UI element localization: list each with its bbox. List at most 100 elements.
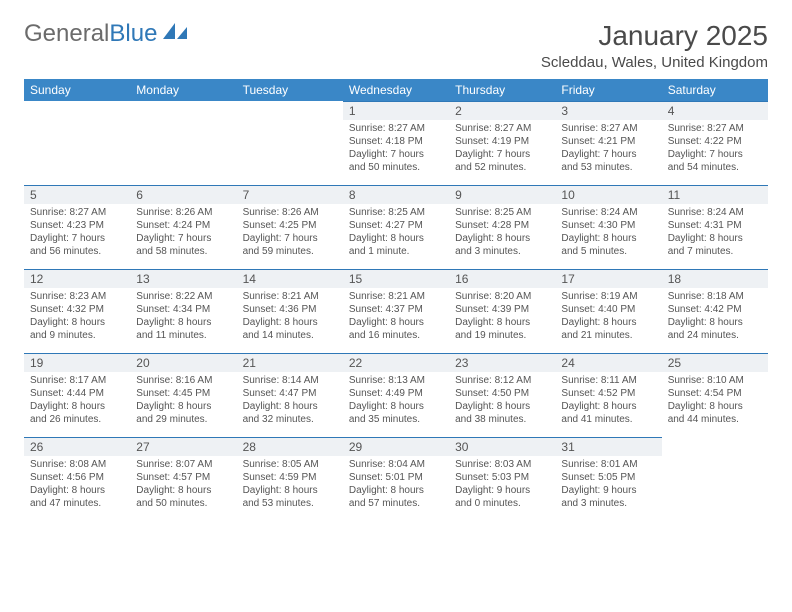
day-cell xyxy=(130,101,236,185)
day-header: Tuesday xyxy=(237,79,343,101)
day-details: Sunrise: 8:04 AMSunset: 5:01 PMDaylight:… xyxy=(343,456,449,512)
day-number: 30 xyxy=(449,437,555,456)
day-details: Sunrise: 8:27 AMSunset: 4:18 PMDaylight:… xyxy=(343,120,449,176)
day-cell: 8Sunrise: 8:25 AMSunset: 4:27 PMDaylight… xyxy=(343,185,449,269)
day-details: Sunrise: 8:21 AMSunset: 4:36 PMDaylight:… xyxy=(237,288,343,344)
day-header: Sunday xyxy=(24,79,130,101)
week-row: 5Sunrise: 8:27 AMSunset: 4:23 PMDaylight… xyxy=(24,185,768,269)
day-header: Wednesday xyxy=(343,79,449,101)
day-cell: 20Sunrise: 8:16 AMSunset: 4:45 PMDayligh… xyxy=(130,353,236,437)
day-number: 19 xyxy=(24,353,130,372)
day-number: 2 xyxy=(449,101,555,120)
day-number: 7 xyxy=(237,185,343,204)
day-number: 12 xyxy=(24,269,130,288)
day-number: 15 xyxy=(343,269,449,288)
day-details: Sunrise: 8:17 AMSunset: 4:44 PMDaylight:… xyxy=(24,372,130,428)
day-cell: 29Sunrise: 8:04 AMSunset: 5:01 PMDayligh… xyxy=(343,437,449,521)
day-cell: 28Sunrise: 8:05 AMSunset: 4:59 PMDayligh… xyxy=(237,437,343,521)
day-cell: 15Sunrise: 8:21 AMSunset: 4:37 PMDayligh… xyxy=(343,269,449,353)
day-number: 10 xyxy=(555,185,661,204)
day-cell: 1Sunrise: 8:27 AMSunset: 4:18 PMDaylight… xyxy=(343,101,449,185)
day-number: 22 xyxy=(343,353,449,372)
day-details: Sunrise: 8:21 AMSunset: 4:37 PMDaylight:… xyxy=(343,288,449,344)
day-details: Sunrise: 8:20 AMSunset: 4:39 PMDaylight:… xyxy=(449,288,555,344)
day-cell: 22Sunrise: 8:13 AMSunset: 4:49 PMDayligh… xyxy=(343,353,449,437)
day-number: 21 xyxy=(237,353,343,372)
day-number: 20 xyxy=(130,353,236,372)
logo-sail-icon xyxy=(161,20,189,48)
day-details: Sunrise: 8:08 AMSunset: 4:56 PMDaylight:… xyxy=(24,456,130,512)
logo-text-blue: Blue xyxy=(109,20,157,48)
day-number: 28 xyxy=(237,437,343,456)
day-cell: 31Sunrise: 8:01 AMSunset: 5:05 PMDayligh… xyxy=(555,437,661,521)
day-cell: 25Sunrise: 8:10 AMSunset: 4:54 PMDayligh… xyxy=(662,353,768,437)
day-cell: 13Sunrise: 8:22 AMSunset: 4:34 PMDayligh… xyxy=(130,269,236,353)
day-details: Sunrise: 8:23 AMSunset: 4:32 PMDaylight:… xyxy=(24,288,130,344)
day-number: 13 xyxy=(130,269,236,288)
day-cell: 30Sunrise: 8:03 AMSunset: 5:03 PMDayligh… xyxy=(449,437,555,521)
week-row: 26Sunrise: 8:08 AMSunset: 4:56 PMDayligh… xyxy=(24,437,768,521)
day-cell: 10Sunrise: 8:24 AMSunset: 4:30 PMDayligh… xyxy=(555,185,661,269)
day-details: Sunrise: 8:11 AMSunset: 4:52 PMDaylight:… xyxy=(555,372,661,428)
day-header: Monday xyxy=(130,79,236,101)
logo: GeneralBlue xyxy=(24,20,189,48)
day-cell: 4Sunrise: 8:27 AMSunset: 4:22 PMDaylight… xyxy=(662,101,768,185)
day-details: Sunrise: 8:03 AMSunset: 5:03 PMDaylight:… xyxy=(449,456,555,512)
day-cell: 11Sunrise: 8:24 AMSunset: 4:31 PMDayligh… xyxy=(662,185,768,269)
day-number: 27 xyxy=(130,437,236,456)
day-number: 9 xyxy=(449,185,555,204)
day-header: Thursday xyxy=(449,79,555,101)
day-details: Sunrise: 8:16 AMSunset: 4:45 PMDaylight:… xyxy=(130,372,236,428)
day-number: 18 xyxy=(662,269,768,288)
week-row: 12Sunrise: 8:23 AMSunset: 4:32 PMDayligh… xyxy=(24,269,768,353)
day-cell: 17Sunrise: 8:19 AMSunset: 4:40 PMDayligh… xyxy=(555,269,661,353)
month-title: January 2025 xyxy=(541,20,768,52)
day-header: Saturday xyxy=(662,79,768,101)
day-cell: 7Sunrise: 8:26 AMSunset: 4:25 PMDaylight… xyxy=(237,185,343,269)
week-row: 1Sunrise: 8:27 AMSunset: 4:18 PMDaylight… xyxy=(24,101,768,185)
day-cell: 18Sunrise: 8:18 AMSunset: 4:42 PMDayligh… xyxy=(662,269,768,353)
day-cell: 14Sunrise: 8:21 AMSunset: 4:36 PMDayligh… xyxy=(237,269,343,353)
day-cell: 12Sunrise: 8:23 AMSunset: 4:32 PMDayligh… xyxy=(24,269,130,353)
day-header: Friday xyxy=(555,79,661,101)
day-number: 17 xyxy=(555,269,661,288)
day-number: 6 xyxy=(130,185,236,204)
day-number: 14 xyxy=(237,269,343,288)
day-details: Sunrise: 8:01 AMSunset: 5:05 PMDaylight:… xyxy=(555,456,661,512)
day-cell: 9Sunrise: 8:25 AMSunset: 4:28 PMDaylight… xyxy=(449,185,555,269)
location: Scleddau, Wales, United Kingdom xyxy=(541,54,768,71)
day-details: Sunrise: 8:27 AMSunset: 4:23 PMDaylight:… xyxy=(24,204,130,260)
day-details: Sunrise: 8:14 AMSunset: 4:47 PMDaylight:… xyxy=(237,372,343,428)
day-cell: 3Sunrise: 8:27 AMSunset: 4:21 PMDaylight… xyxy=(555,101,661,185)
day-details: Sunrise: 8:24 AMSunset: 4:30 PMDaylight:… xyxy=(555,204,661,260)
day-number: 23 xyxy=(449,353,555,372)
day-number: 24 xyxy=(555,353,661,372)
day-number: 8 xyxy=(343,185,449,204)
day-cell: 2Sunrise: 8:27 AMSunset: 4:19 PMDaylight… xyxy=(449,101,555,185)
day-details: Sunrise: 8:07 AMSunset: 4:57 PMDaylight:… xyxy=(130,456,236,512)
day-details: Sunrise: 8:27 AMSunset: 4:21 PMDaylight:… xyxy=(555,120,661,176)
day-number: 26 xyxy=(24,437,130,456)
day-details: Sunrise: 8:26 AMSunset: 4:25 PMDaylight:… xyxy=(237,204,343,260)
day-cell: 24Sunrise: 8:11 AMSunset: 4:52 PMDayligh… xyxy=(555,353,661,437)
day-details: Sunrise: 8:12 AMSunset: 4:50 PMDaylight:… xyxy=(449,372,555,428)
logo-text-general: General xyxy=(24,20,109,48)
day-cell: 23Sunrise: 8:12 AMSunset: 4:50 PMDayligh… xyxy=(449,353,555,437)
day-cell: 21Sunrise: 8:14 AMSunset: 4:47 PMDayligh… xyxy=(237,353,343,437)
day-details: Sunrise: 8:27 AMSunset: 4:19 PMDaylight:… xyxy=(449,120,555,176)
day-number: 25 xyxy=(662,353,768,372)
calendar-body: 1Sunrise: 8:27 AMSunset: 4:18 PMDaylight… xyxy=(24,101,768,521)
day-number: 16 xyxy=(449,269,555,288)
day-details: Sunrise: 8:26 AMSunset: 4:24 PMDaylight:… xyxy=(130,204,236,260)
day-details: Sunrise: 8:19 AMSunset: 4:40 PMDaylight:… xyxy=(555,288,661,344)
day-cell: 16Sunrise: 8:20 AMSunset: 4:39 PMDayligh… xyxy=(449,269,555,353)
day-details: Sunrise: 8:13 AMSunset: 4:49 PMDaylight:… xyxy=(343,372,449,428)
day-details: Sunrise: 8:05 AMSunset: 4:59 PMDaylight:… xyxy=(237,456,343,512)
day-details: Sunrise: 8:24 AMSunset: 4:31 PMDaylight:… xyxy=(662,204,768,260)
day-details: Sunrise: 8:22 AMSunset: 4:34 PMDaylight:… xyxy=(130,288,236,344)
day-cell xyxy=(24,101,130,185)
day-number: 4 xyxy=(662,101,768,120)
day-number: 1 xyxy=(343,101,449,120)
day-cell xyxy=(662,437,768,521)
day-details: Sunrise: 8:25 AMSunset: 4:27 PMDaylight:… xyxy=(343,204,449,260)
